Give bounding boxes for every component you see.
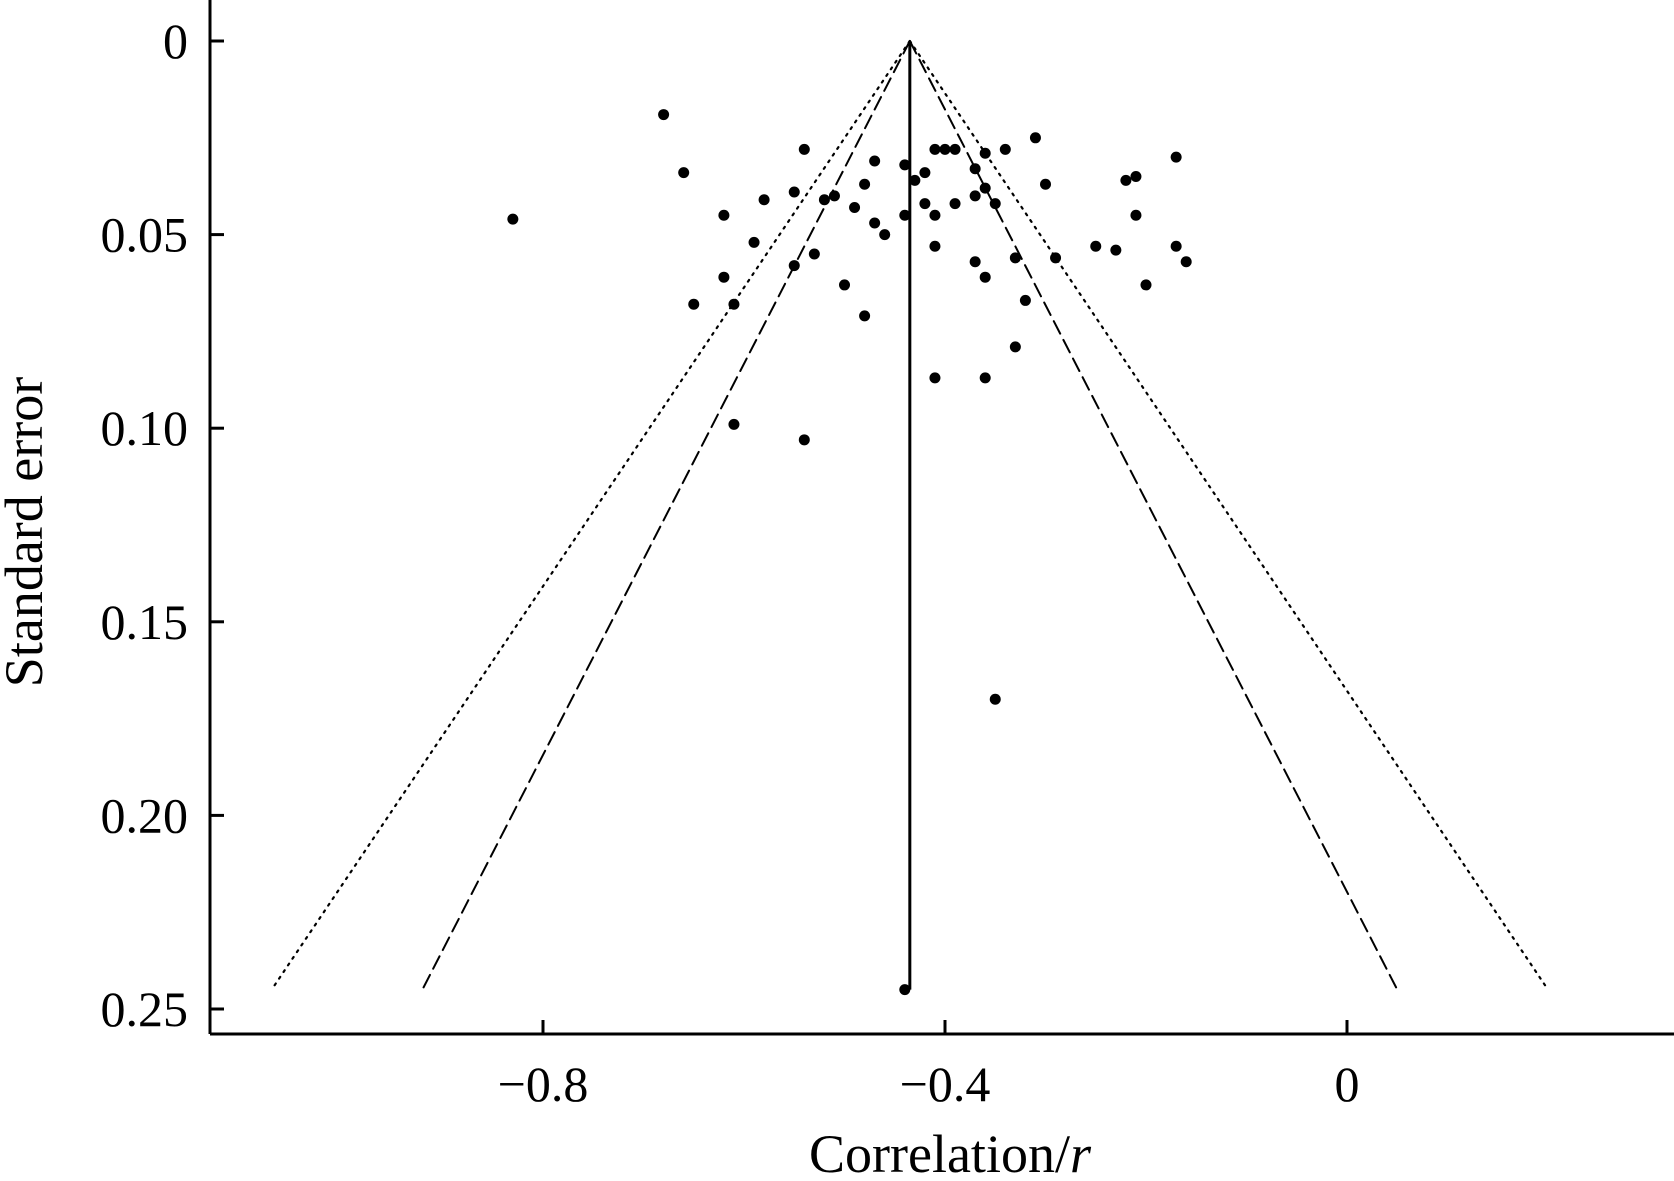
data-point: [1140, 279, 1152, 291]
data-point: [969, 163, 981, 175]
data-point: [507, 213, 519, 225]
x-axis-ticks: −0.8 −0.4 0: [498, 1020, 1360, 1112]
data-point: [879, 229, 891, 241]
y-axis-title: Standard error: [0, 377, 54, 687]
data-point: [678, 167, 690, 179]
y-tick-label: 0.10: [101, 400, 189, 456]
data-point: [869, 217, 881, 229]
data-point: [929, 209, 941, 221]
data-points: [507, 109, 1192, 996]
data-point: [1029, 132, 1041, 144]
data-point: [979, 182, 991, 194]
y-tick-label: 0.05: [101, 207, 189, 263]
data-point: [718, 271, 730, 283]
data-point: [969, 190, 981, 202]
data-point: [849, 201, 861, 213]
data-point: [949, 198, 961, 210]
data-point: [1110, 244, 1122, 256]
data-point: [1170, 240, 1182, 252]
dotted-funnel-line-left: [270, 39, 911, 991]
x-tick-label: −0.4: [900, 1056, 991, 1112]
data-point: [798, 434, 810, 446]
dotted-funnel-line-right: [908, 39, 1550, 991]
data-point: [1090, 240, 1102, 252]
data-point: [929, 240, 941, 252]
data-point: [899, 984, 911, 996]
data-point: [979, 372, 991, 384]
data-point: [718, 209, 730, 221]
y-tick-label: 0.25: [101, 981, 189, 1037]
data-point: [839, 279, 850, 291]
data-point: [1050, 252, 1062, 264]
data-point: [939, 143, 951, 155]
data-point: [859, 310, 871, 322]
data-point: [788, 186, 800, 198]
x-tick-label: 0: [1335, 1056, 1360, 1112]
x-axis-title: Correlation/r: [809, 1124, 1092, 1181]
y-tick-label: 0.15: [101, 594, 189, 650]
data-point: [758, 194, 770, 206]
data-point: [1120, 174, 1132, 186]
y-tick-label: 0.20: [101, 787, 189, 843]
data-point: [899, 159, 911, 171]
data-point: [658, 109, 670, 121]
dashed-funnel-line-right: [908, 40, 1399, 991]
dashed-funnel-line-left: [421, 40, 911, 991]
data-point: [728, 418, 740, 430]
data-point: [688, 298, 700, 310]
data-point: [919, 198, 931, 210]
data-point: [979, 271, 991, 283]
data-point: [969, 256, 981, 268]
x-tick-label: −0.8: [498, 1056, 589, 1112]
data-point: [919, 167, 931, 179]
y-tick-label: 0: [163, 13, 188, 69]
data-point: [899, 209, 911, 221]
data-point: [989, 693, 1001, 705]
data-point: [1009, 252, 1021, 264]
data-point: [1009, 341, 1021, 353]
data-point: [859, 178, 871, 190]
data-point: [989, 198, 1001, 210]
data-point: [979, 147, 991, 159]
data-point: [909, 174, 921, 186]
data-point: [869, 155, 881, 167]
data-point: [1130, 171, 1142, 183]
data-point: [1040, 178, 1051, 190]
data-point: [929, 143, 941, 155]
data-point: [828, 190, 840, 202]
data-point: [929, 372, 941, 384]
data-point: [1170, 151, 1182, 163]
data-point: [1180, 256, 1192, 268]
data-point: [798, 143, 810, 155]
data-point: [808, 248, 820, 260]
data-point: [788, 260, 800, 272]
data-point: [1019, 294, 1031, 306]
data-point: [818, 194, 830, 206]
data-point: [1130, 209, 1142, 221]
data-point: [728, 298, 740, 310]
data-point: [748, 236, 760, 248]
data-point: [999, 143, 1011, 155]
data-point: [949, 143, 961, 155]
y-axis-ticks: 0 0.05 0.10 0.15 0.20 0.25: [101, 13, 224, 1037]
